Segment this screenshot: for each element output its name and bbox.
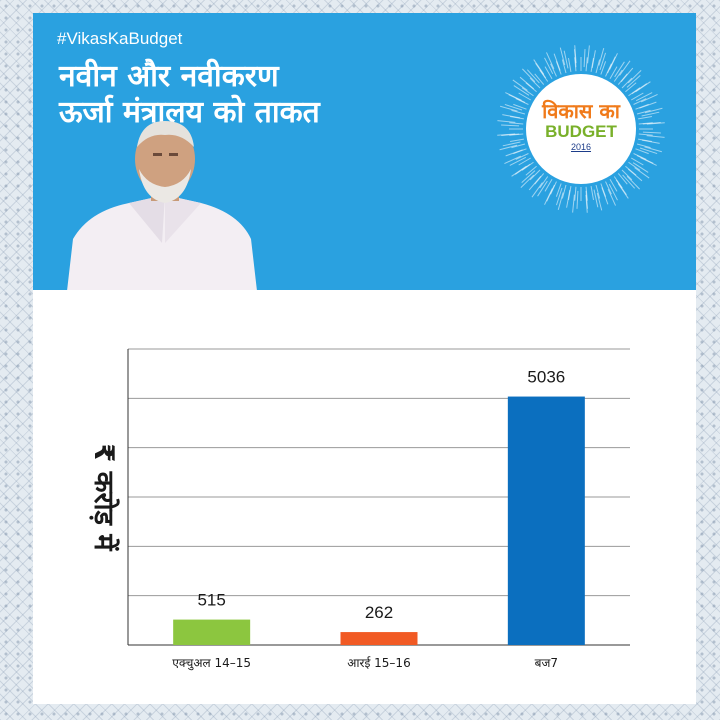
bar-2 [340, 632, 418, 645]
x-tick-label-2: आरई 15–16 [347, 656, 410, 670]
budget-logo-disc: विकास का BUDGET 2016 [526, 74, 636, 184]
infographic-card: #VikasKaBudget नवीन और नवीकरण ऊर्जा मंत्… [33, 13, 696, 704]
bar-value-label-2: 262 [365, 603, 393, 622]
hashtag-text: #VikasKaBudget [57, 29, 183, 48]
headline-line-1: नवीन और नवीकरण [59, 59, 279, 94]
headline: नवीन और नवीकरण ऊर्जा मंत्रालय को ताकत [59, 59, 399, 131]
budget-logo-ring [497, 45, 665, 213]
logo-year: 2016 [570, 142, 592, 152]
bar-value-label-3: 5036 [527, 368, 565, 387]
logo-line-1: विकास का [542, 99, 620, 123]
bar-3 [507, 396, 585, 645]
x-tick-label-1: एक्चुअल 14–15 [172, 656, 251, 671]
logo-line-2: BUDGET [545, 122, 617, 141]
x-tick-label-3: बज7 [535, 656, 558, 670]
budget-logo: विकास का BUDGET 2016 [495, 43, 667, 215]
bar-value-label-1: 515 [197, 591, 225, 610]
y-axis-title: ₹ करोड़ में [88, 444, 120, 552]
header-banner: #VikasKaBudget नवीन और नवीकरण ऊर्जा मंत्… [33, 13, 696, 290]
headline-line-2: ऊर्जा मंत्रालय को ताकत [59, 95, 320, 130]
person-photo [67, 121, 257, 290]
bars: 515 एक्चुअल 14–15 262 आरई 15–16 5036 बज7 [172, 368, 585, 671]
bar-chart: 515 एक्चुअल 14–15 262 आरई 15–16 5036 बज7 ₹ कर… [88, 348, 630, 671]
bar-1 [173, 619, 251, 645]
